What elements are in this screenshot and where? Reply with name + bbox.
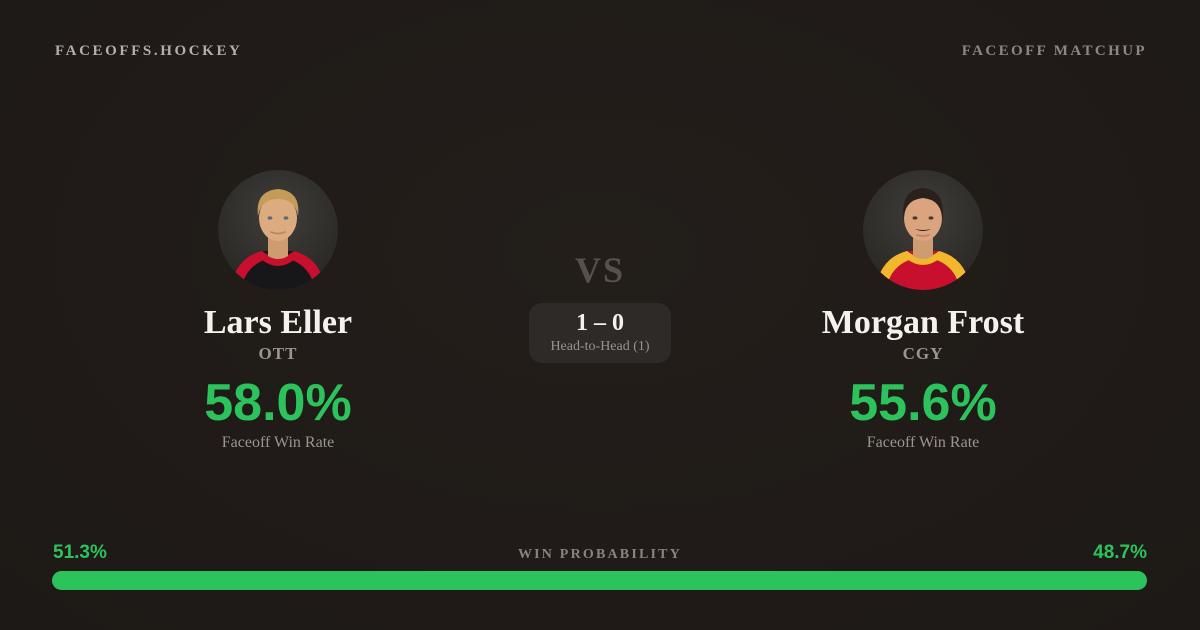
- win-bar-left-segment: [52, 571, 614, 590]
- player-name-left: Lars Eller: [203, 304, 353, 341]
- vs-label: VS: [574, 250, 626, 290]
- player-photo-right-icon: [863, 170, 983, 290]
- player-panel-left: Lars Eller OTT 58.0% Faceoff Win Rate: [28, 170, 528, 452]
- player-team-left: OTT: [258, 344, 298, 364]
- brand-logo-text: FACEOFFS.HOCKEY: [55, 43, 243, 59]
- win-probability-row: 51.3% WIN PROBABILITY 48.7%: [53, 542, 1147, 564]
- win-probability-title: WIN PROBABILITY: [517, 547, 683, 562]
- player-name-right: Morgan Frost: [821, 304, 1025, 341]
- player-avatar-right: [863, 170, 983, 290]
- player-photo-left-icon: [218, 170, 338, 290]
- win-bar-right-segment: [613, 571, 1147, 590]
- player-winrate-right: 55.6%: [849, 374, 997, 433]
- player-panel-right: Morgan Frost CGY 55.6% Faceoff Win Rate: [673, 170, 1173, 452]
- matchup-label: FACEOFF MATCHUP: [961, 43, 1147, 59]
- win-probability-left-pct: 51.3%: [53, 542, 107, 563]
- player-winrate-left: 58.0%: [204, 374, 352, 433]
- player-team-right: CGY: [902, 344, 944, 364]
- head-to-head-box: 1 – 0 Head-to-Head (1): [529, 303, 671, 363]
- stat-label-right: Faceoff Win Rate: [866, 434, 980, 452]
- center-panel: VS 1 – 0 Head-to-Head (1): [500, 252, 700, 363]
- head-to-head-score: 1 – 0: [576, 310, 624, 337]
- win-probability-bar: [52, 571, 1147, 590]
- head-to-head-label: Head-to-Head (1): [550, 338, 650, 354]
- win-probability-right-pct: 48.7%: [1093, 542, 1147, 563]
- stat-label-left: Faceoff Win Rate: [221, 434, 335, 452]
- player-avatar-left: [218, 170, 338, 290]
